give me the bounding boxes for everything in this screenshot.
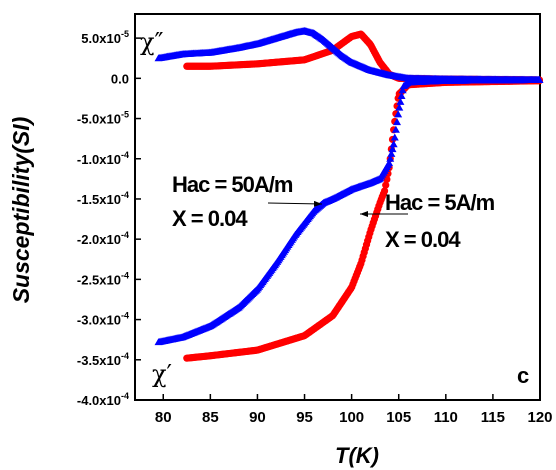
x-tick-label: 115: [481, 409, 505, 426]
data-point: [386, 154, 395, 162]
data-point: [394, 110, 403, 118]
x-tick-label: 80: [155, 409, 172, 426]
data-point: [385, 159, 394, 167]
panel-letter: c: [517, 363, 529, 388]
chi-prime-label: χ′: [152, 360, 172, 388]
y-tick-label: -1.0x10-4: [77, 150, 129, 167]
x-tick-label: 105: [386, 409, 411, 426]
data-point: [382, 181, 390, 189]
x-tick-label: 120: [527, 409, 552, 426]
y-tick-label: -4.0x10-4: [77, 391, 129, 408]
annotation-red-line1: Hac = 5A/m: [385, 190, 495, 215]
data-points: [154, 26, 544, 362]
x-tick-label: 90: [249, 409, 266, 426]
data-point: [397, 92, 406, 100]
x-tick-label: 85: [202, 409, 219, 426]
y-tick-label: -3.5x10-4: [77, 351, 129, 368]
x-axis: 80 85 90 95 100 105 110 115 120: [155, 394, 553, 426]
arrow-to-blue-curve: [267, 200, 323, 207]
data-point: [388, 145, 397, 153]
data-point: [398, 86, 407, 94]
x-tick-label: 95: [296, 409, 313, 426]
y-tick-label: -1.5x10-4: [77, 190, 129, 207]
data-point: [535, 75, 544, 83]
y-tick-label: 5.0x10-5: [81, 29, 129, 46]
x-tick-label: 110: [434, 409, 458, 426]
data-point: [387, 149, 396, 157]
y-axis: 5.0x10-5 0.0 -5.0x10-5 -1.0x10-4 -1.5x10-4 -2…: [77, 29, 141, 408]
x-axis-title: T(K): [335, 443, 379, 468]
annotation-red-line2: X = 0.04: [385, 227, 461, 252]
y-tick-label: -2.0x10-4: [77, 230, 129, 247]
data-point: [391, 125, 400, 133]
data-point: [395, 103, 404, 111]
x-tick-label: 100: [339, 409, 364, 426]
y-axis-title: Susceptibility(SI): [8, 117, 34, 304]
y-tick-label: -3.0x10-4: [77, 311, 129, 328]
data-point: [393, 118, 402, 126]
y-tick-label: 0.0: [111, 71, 129, 86]
y-tick-label: -2.5x10-4: [77, 270, 129, 287]
annotation-blue-line1: Hac = 50A/m: [172, 172, 293, 197]
data-point: [396, 97, 405, 105]
annotation-blue-line2: X = 0.04: [172, 206, 248, 231]
chi-double-prime-label: χ″: [140, 28, 164, 56]
data-point: [380, 187, 389, 195]
data-point: [390, 133, 399, 141]
data-point: [389, 140, 398, 148]
plot-frame: [134, 13, 541, 401]
y-tick-label: -5.0x10-5: [77, 110, 129, 127]
